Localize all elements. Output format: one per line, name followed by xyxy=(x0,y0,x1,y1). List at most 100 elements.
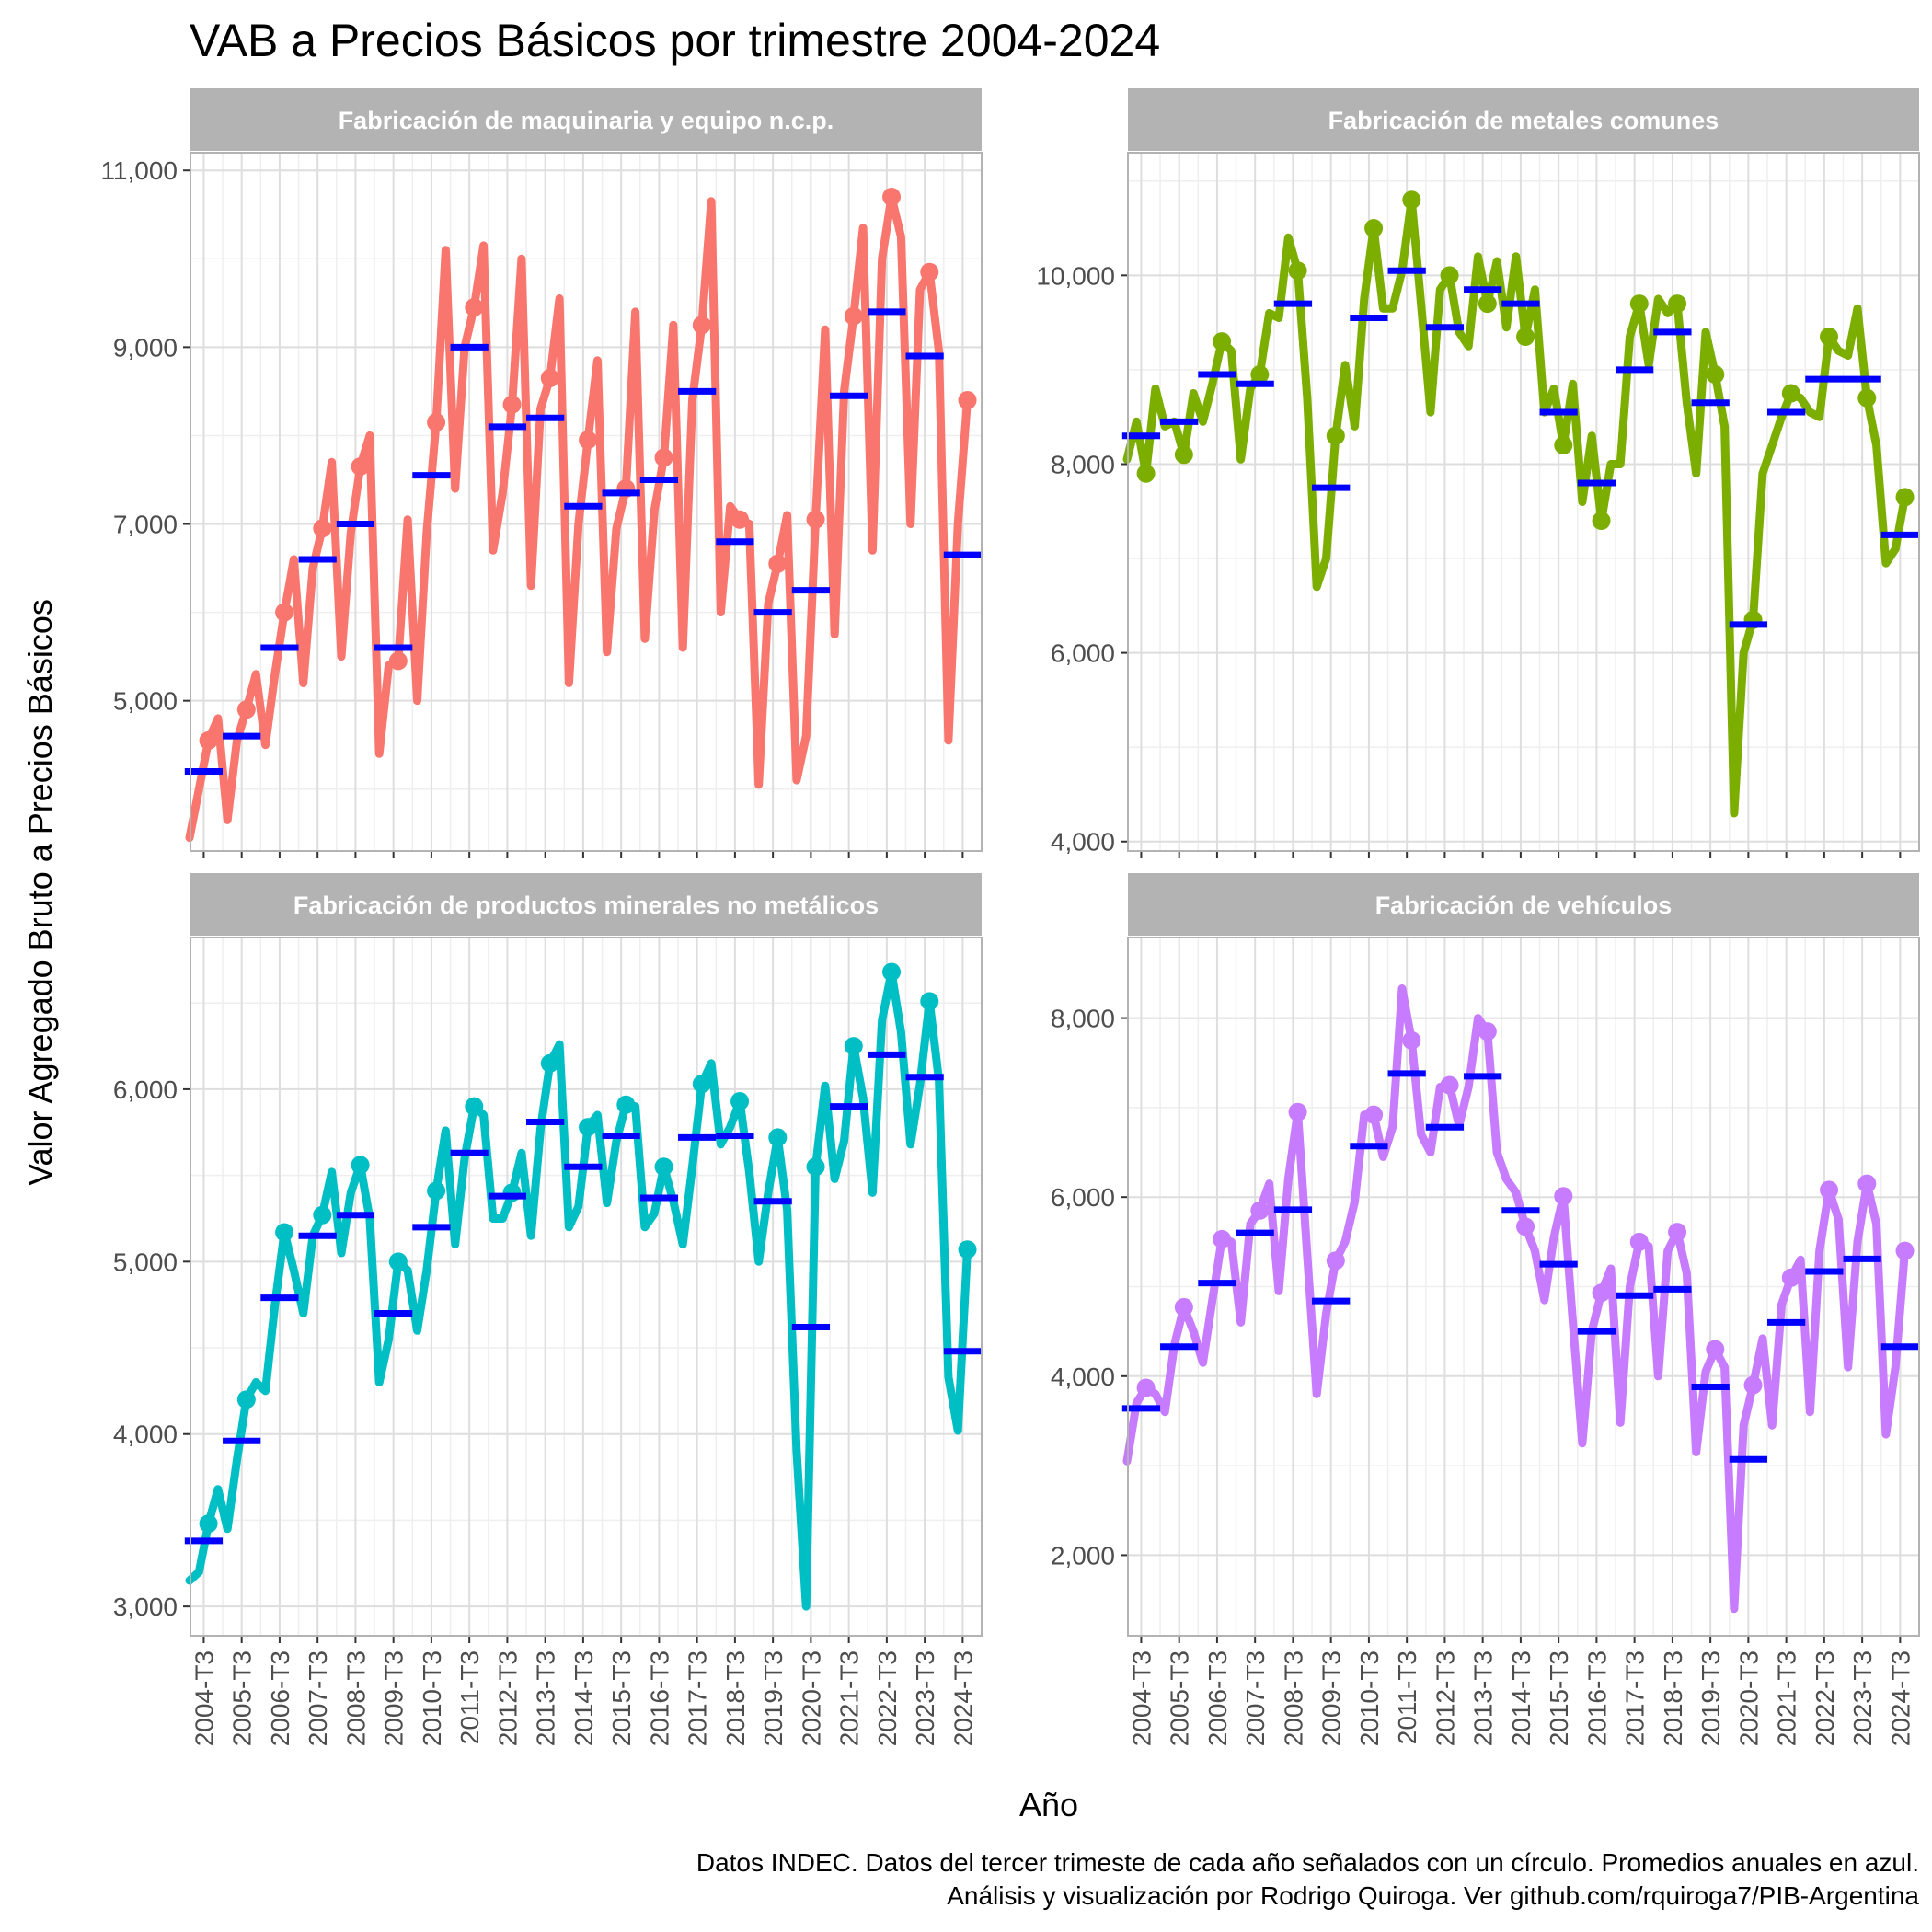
q3-point xyxy=(1706,365,1725,385)
q3-point xyxy=(616,1095,636,1114)
facet-strip xyxy=(190,88,982,151)
x-tick-label: 2009-T3 xyxy=(1317,1650,1346,1746)
q3-point xyxy=(1250,365,1270,385)
q3-point xyxy=(199,730,218,750)
q3-point xyxy=(920,262,939,282)
q3-point xyxy=(882,962,902,982)
q3-point xyxy=(730,510,750,529)
q3-point xyxy=(1629,294,1649,314)
x-tick-label: 2020-T3 xyxy=(797,1650,825,1746)
q3-point xyxy=(1213,332,1232,351)
facet-strip-label: Fabricación de productos minerales no me… xyxy=(293,891,879,919)
q3-point xyxy=(540,368,559,387)
q3-point xyxy=(1706,1340,1725,1359)
q3-point xyxy=(1781,1268,1800,1287)
q3-point xyxy=(958,1240,977,1259)
q3-point xyxy=(275,1223,294,1242)
q3-point xyxy=(1895,488,1915,507)
y-tick-label: 4,000 xyxy=(1051,828,1115,857)
x-tick-label: 2006-T3 xyxy=(1203,1650,1232,1746)
x-tick-label: 2007-T3 xyxy=(304,1650,332,1746)
facet-panel-1: Fabricación de maquinaria y equipo n.c.p… xyxy=(100,88,983,858)
y-tick-label: 6,000 xyxy=(113,1075,178,1104)
q3-point xyxy=(1516,1217,1535,1236)
caption-line-2: Análisis y visualización por Rodrigo Qui… xyxy=(947,1881,1919,1910)
y-tick-label: 8,000 xyxy=(1051,1005,1115,1033)
q3-point xyxy=(465,298,484,317)
y-tick-label: 5,000 xyxy=(113,1248,178,1276)
x-tick-label: 2017-T3 xyxy=(1621,1650,1650,1746)
x-tick-label: 2013-T3 xyxy=(1469,1650,1498,1746)
q3-point xyxy=(1364,219,1384,238)
q3-point xyxy=(579,431,598,450)
series-line xyxy=(185,968,972,1611)
q3-point xyxy=(1820,1180,1839,1200)
q3-point xyxy=(730,1092,750,1111)
q3-point xyxy=(654,448,673,467)
q3-point xyxy=(1440,266,1459,285)
q3-point xyxy=(1895,1241,1915,1260)
x-tick-label: 2007-T3 xyxy=(1241,1650,1270,1746)
q3-point xyxy=(465,1097,484,1116)
x-tick-label: 2022-T3 xyxy=(873,1650,902,1746)
q3-point xyxy=(806,1157,825,1177)
x-tick-label: 2022-T3 xyxy=(1811,1650,1839,1746)
q3-point xyxy=(1213,1229,1232,1248)
x-tick-label: 2016-T3 xyxy=(1582,1650,1611,1746)
facet-strip xyxy=(190,873,982,936)
q3-point xyxy=(1629,1232,1649,1251)
q3-point xyxy=(1781,384,1800,403)
x-tick-label: 2008-T3 xyxy=(1279,1650,1307,1746)
y-tick-label: 9,000 xyxy=(113,333,178,362)
y-tick-label: 10,000 xyxy=(1036,261,1115,290)
series-line xyxy=(185,192,972,843)
x-tick-label: 2018-T3 xyxy=(1659,1650,1687,1746)
q3-point xyxy=(1288,261,1307,281)
q3-point xyxy=(1440,1075,1459,1095)
x-tick-label: 2014-T3 xyxy=(569,1650,598,1746)
q3-point xyxy=(1326,426,1345,445)
q3-point xyxy=(427,1181,446,1201)
q3-point xyxy=(351,1156,370,1175)
y-tick-label: 2,000 xyxy=(1051,1541,1115,1570)
q3-point xyxy=(313,519,332,538)
x-tick-label: 2024-T3 xyxy=(949,1650,977,1746)
x-tick-label: 2005-T3 xyxy=(1166,1650,1194,1746)
facet-panel-4: Fabricación de vehículos 2,000 4,000 6,000 8… xyxy=(1051,873,1920,1746)
y-tick-label: 6,000 xyxy=(1051,639,1115,668)
x-tick-label: 2009-T3 xyxy=(380,1650,408,1746)
q3-point xyxy=(1174,1297,1193,1317)
x-tick-label: 2006-T3 xyxy=(266,1650,294,1746)
facet-strip xyxy=(1128,88,1919,151)
x-tick-label: 2019-T3 xyxy=(759,1650,788,1746)
q3-point xyxy=(882,188,902,207)
x-tick-label: 2021-T3 xyxy=(1773,1650,1801,1746)
q3-point xyxy=(313,1205,332,1225)
x-tick-label: 2015-T3 xyxy=(1545,1650,1573,1746)
x-tick-label: 2010-T3 xyxy=(418,1650,446,1746)
x-tick-label: 2016-T3 xyxy=(645,1650,673,1746)
facet-panel-2: Fabricación de metales comunes 4,000 6,000… xyxy=(1036,88,1920,858)
q3-point xyxy=(1668,294,1687,314)
facet-strip-label: Fabricación de vehículos xyxy=(1375,891,1673,919)
q3-point xyxy=(199,1514,218,1534)
q3-point xyxy=(1668,1223,1687,1242)
q3-point xyxy=(502,395,522,414)
q3-point xyxy=(1743,1375,1763,1395)
q3-point xyxy=(1857,1174,1877,1193)
x-tick-label: 2014-T3 xyxy=(1507,1650,1535,1746)
panel-border xyxy=(190,937,983,1637)
y-tick-label: 4,000 xyxy=(1051,1363,1115,1391)
series-line xyxy=(1122,195,1909,818)
q3-point xyxy=(844,306,863,326)
q3-point xyxy=(1402,1030,1421,1050)
facet-strip-label: Fabricación de metales comunes xyxy=(1328,107,1719,134)
q3-point xyxy=(1174,445,1193,465)
x-axis-title: Año xyxy=(1019,1786,1078,1823)
q3-point xyxy=(692,316,711,335)
q3-point xyxy=(1820,328,1839,347)
q3-point xyxy=(806,510,825,529)
series-line xyxy=(1122,984,1909,1614)
q3-point xyxy=(351,457,370,477)
